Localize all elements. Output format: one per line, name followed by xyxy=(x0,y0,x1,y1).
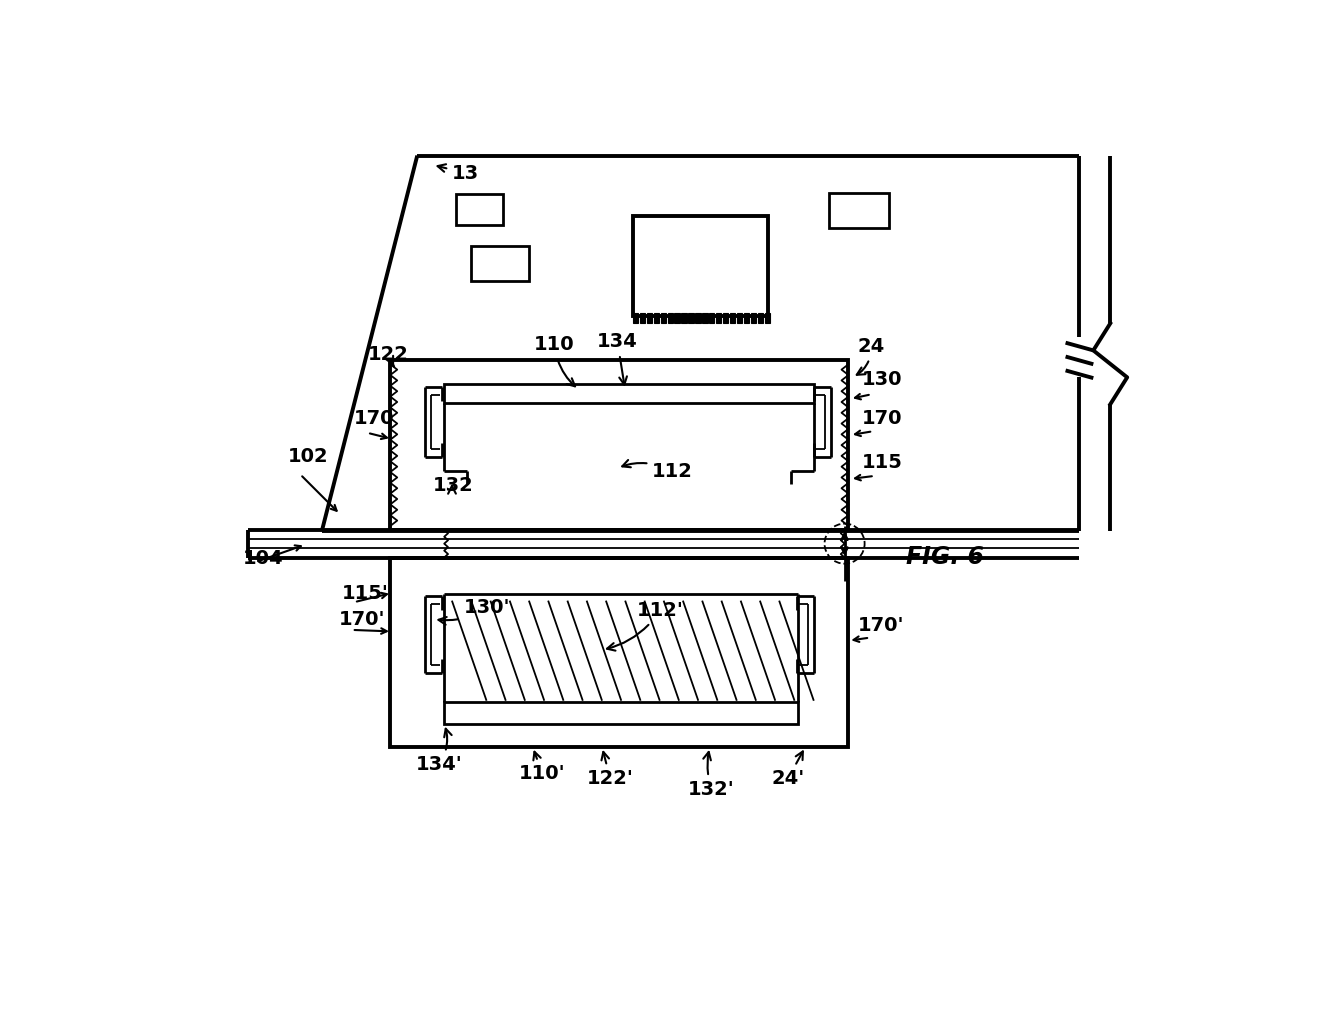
Bar xyxy=(390,360,848,530)
Text: 170: 170 xyxy=(354,409,394,427)
Text: 132: 132 xyxy=(433,477,473,495)
Bar xyxy=(456,194,504,225)
Text: 110': 110' xyxy=(519,752,565,784)
Text: 130: 130 xyxy=(863,370,903,389)
Bar xyxy=(695,313,701,322)
Bar xyxy=(829,192,890,228)
Text: 134: 134 xyxy=(598,333,638,385)
Bar xyxy=(757,313,762,322)
Text: 122': 122' xyxy=(587,752,634,788)
Text: 13: 13 xyxy=(438,163,478,183)
Text: 134': 134' xyxy=(415,729,462,774)
Bar xyxy=(681,313,686,322)
Bar xyxy=(647,313,653,322)
Bar xyxy=(390,558,848,747)
Bar xyxy=(724,313,729,322)
Bar xyxy=(730,313,736,322)
Text: 104: 104 xyxy=(243,548,283,568)
Bar xyxy=(765,313,770,322)
Bar xyxy=(737,313,742,322)
Text: 24': 24' xyxy=(772,752,805,788)
Text: 132': 132' xyxy=(689,752,736,799)
Text: 170: 170 xyxy=(863,409,903,427)
Bar xyxy=(444,702,799,724)
Bar xyxy=(654,313,659,322)
Text: 24: 24 xyxy=(856,337,886,375)
Text: 115': 115' xyxy=(342,584,389,603)
Text: 115: 115 xyxy=(863,453,903,472)
Text: 110: 110 xyxy=(535,336,575,386)
Bar xyxy=(709,313,714,322)
Bar xyxy=(716,313,721,322)
Bar xyxy=(632,313,638,322)
Text: 130': 130' xyxy=(438,598,511,624)
Bar xyxy=(750,313,756,322)
Text: 112: 112 xyxy=(622,460,693,482)
Bar xyxy=(667,313,673,322)
Bar xyxy=(661,313,666,322)
Text: 122: 122 xyxy=(367,345,409,367)
Bar xyxy=(744,313,749,322)
Bar xyxy=(444,383,813,403)
Bar xyxy=(632,216,768,315)
Text: FIG. 6: FIG. 6 xyxy=(906,545,984,569)
Bar xyxy=(702,313,708,322)
Bar xyxy=(689,313,694,322)
Text: 112': 112' xyxy=(607,601,683,651)
Text: 170': 170' xyxy=(339,610,385,630)
Text: 170': 170' xyxy=(858,616,905,636)
Bar xyxy=(639,313,645,322)
Text: 102: 102 xyxy=(288,447,328,466)
Bar xyxy=(674,313,679,322)
Bar xyxy=(472,246,529,281)
